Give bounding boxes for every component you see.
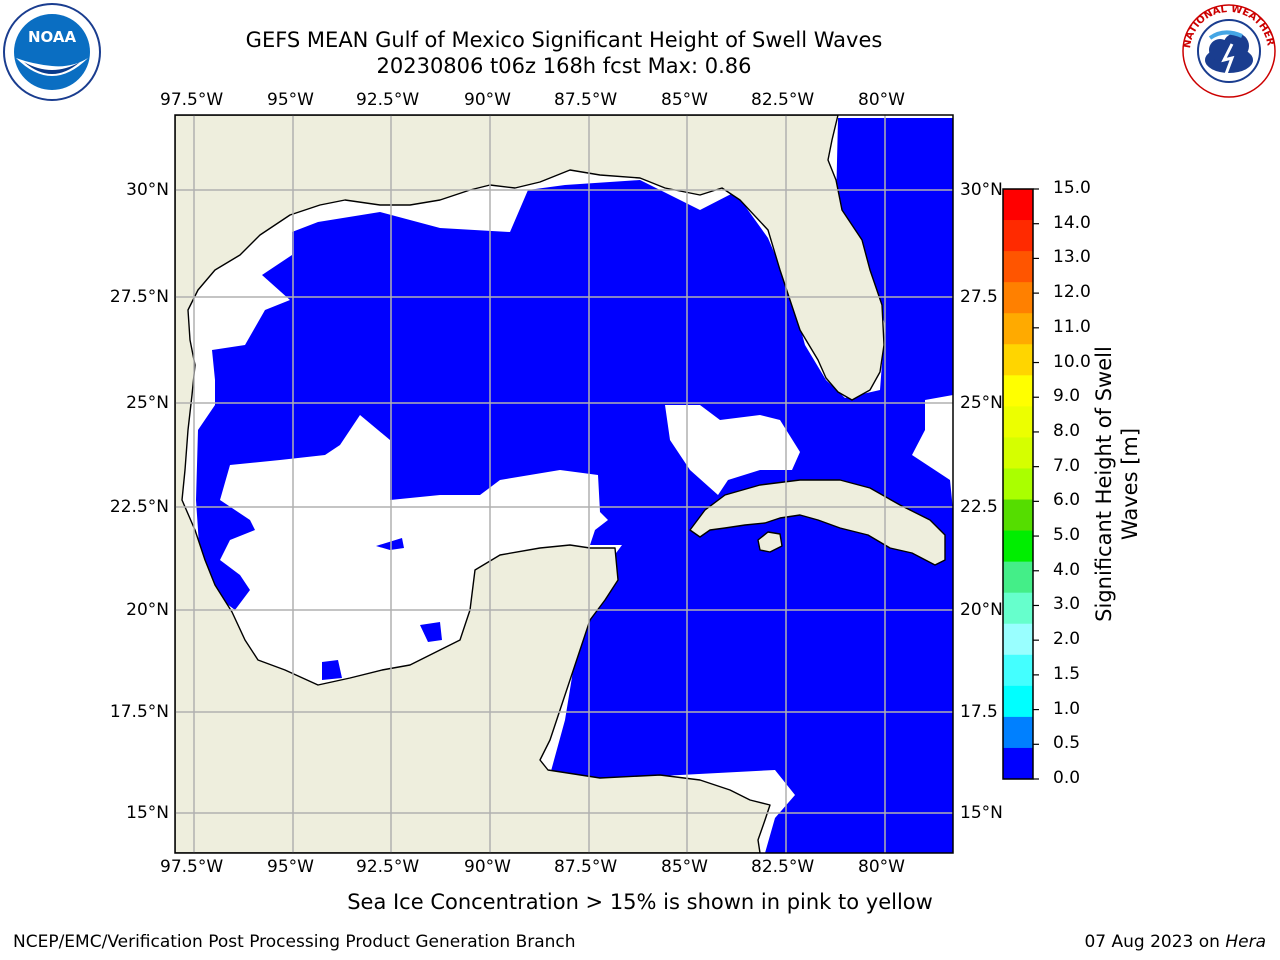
colorbar-segment [1003,468,1033,501]
colorbar-label-line1: Significant Height of Swell [1092,346,1116,622]
run-date-text: 07 Aug 2023 on [1084,932,1226,952]
lat-label: 22.5°N [109,497,169,517]
colorbar-frame [1002,188,1034,780]
lat-label: 27.5 [960,287,998,307]
lon-label: 85°W [661,857,708,877]
lat-label: 15°N [960,803,1003,823]
host-name: Hera [1225,932,1266,952]
colorbar-tick-label: 2.0 [1053,629,1081,650]
colorbar-tick-label: 7.0 [1053,455,1081,476]
colorbar-segment [1003,623,1033,656]
lat-label: 17.5 [960,702,998,722]
noaa-logo-text: NOAA [28,28,77,46]
colorbar-label-line2: Waves [m] [1118,427,1142,541]
lon-label: 80°W [858,857,905,877]
colorbar-tick-label: 11.0 [1053,316,1091,337]
colorbar-tick-label: 1.0 [1053,698,1081,719]
lon-label: 97.5°W [160,90,224,110]
lon-label: 90°W [464,90,511,110]
colorbar-segment [1003,716,1033,749]
nws-logo: NATIONAL WEATHER SERVICE [1180,2,1276,98]
colorbar-segment [1003,251,1033,283]
colorbar-tick-label: 10.0 [1053,351,1091,372]
lat-label: 25°N [960,393,1003,413]
lat-label: 20°N [126,600,169,620]
colorbar-tick-label: 13.0 [1053,247,1091,268]
colorbar-tick-label: 15.0 [1053,178,1091,198]
sea-ice-caption: Sea Ice Concentration > 15% is shown in … [347,890,933,914]
lon-label: 95°W [267,90,314,110]
lon-label: 92.5°W [356,90,420,110]
colorbar-tick-label: 14.0 [1053,212,1091,233]
colorbar-label: Significant Height of Swell Waves [m] [1091,324,1143,644]
swell-field-low [196,118,953,853]
lat-label: 15°N [126,803,169,823]
colorbar-segment [1003,313,1033,345]
lon-label: 97.5°W [160,857,224,877]
credit-line: NCEP/EMC/Verification Post Processing Pr… [13,932,576,952]
colorbar-segment [1003,685,1033,718]
colorbar-tick-label: 8.0 [1053,420,1081,441]
land-isle-of-youth [757,531,783,553]
colorbar-segment [1003,406,1033,438]
colorbar [1002,188,1039,780]
colorbar-tick-label: 9.0 [1053,386,1081,407]
colorbar-tick-label: 1.5 [1053,663,1081,684]
run-date: 07 Aug 2023 on Hera [1084,932,1266,952]
colorbar-segment [1003,654,1033,687]
colorbar-segment [1003,344,1033,376]
colorbar-segment [1003,189,1033,221]
lat-label: 27.5°N [109,287,169,307]
colorbar-tick-label: 6.0 [1053,490,1081,511]
lat-label: 22.5 [960,497,998,517]
lon-label: 95°W [267,857,314,877]
lon-label: 87.5°W [554,90,618,110]
colorbar-segment [1003,375,1033,407]
lon-label: 85°W [661,90,708,110]
lon-label: 90°W [464,857,511,877]
colorbar-tick-label: 4.0 [1053,559,1081,580]
lat-label: 25°N [126,393,169,413]
lat-label: 17.5°N [109,702,169,722]
land-cuba [689,479,946,566]
colorbar-segment [1003,437,1033,469]
colorbar-segment [1003,747,1033,780]
colorbar-tick-label: 3.0 [1053,594,1081,615]
colorbar-segment [1003,592,1033,625]
lat-label: 20°N [960,600,1003,620]
lon-label: 82.5°W [751,90,815,110]
colorbar-tick-label: 5.0 [1053,525,1081,546]
lat-label: 30°N [126,180,169,200]
colorbar-segment [1003,499,1033,532]
colorbar-tick-label: 12.0 [1053,282,1091,303]
chart-subtitle: 20230806 t06z 168h fcst Max: 0.86 [376,54,752,78]
colorbar-segment [1003,530,1033,563]
colorbar-segment [1003,220,1033,252]
lon-label: 82.5°W [751,857,815,877]
colorbar-tick-label: 0.0 [1053,768,1081,788]
chart-title: GEFS MEAN Gulf of Mexico Significant Hei… [245,28,883,52]
lat-label: 30°N [960,180,1003,200]
colorbar-segment [1003,282,1033,314]
noaa-logo: NOAA [3,3,101,101]
lon-label: 80°W [858,90,905,110]
colorbar-tick-label: 0.5 [1053,733,1081,754]
colorbar-segment [1003,561,1033,594]
map-frame [174,114,954,854]
graticule [175,115,953,853]
lon-label: 87.5°W [554,857,618,877]
lon-label: 92.5°W [356,857,420,877]
